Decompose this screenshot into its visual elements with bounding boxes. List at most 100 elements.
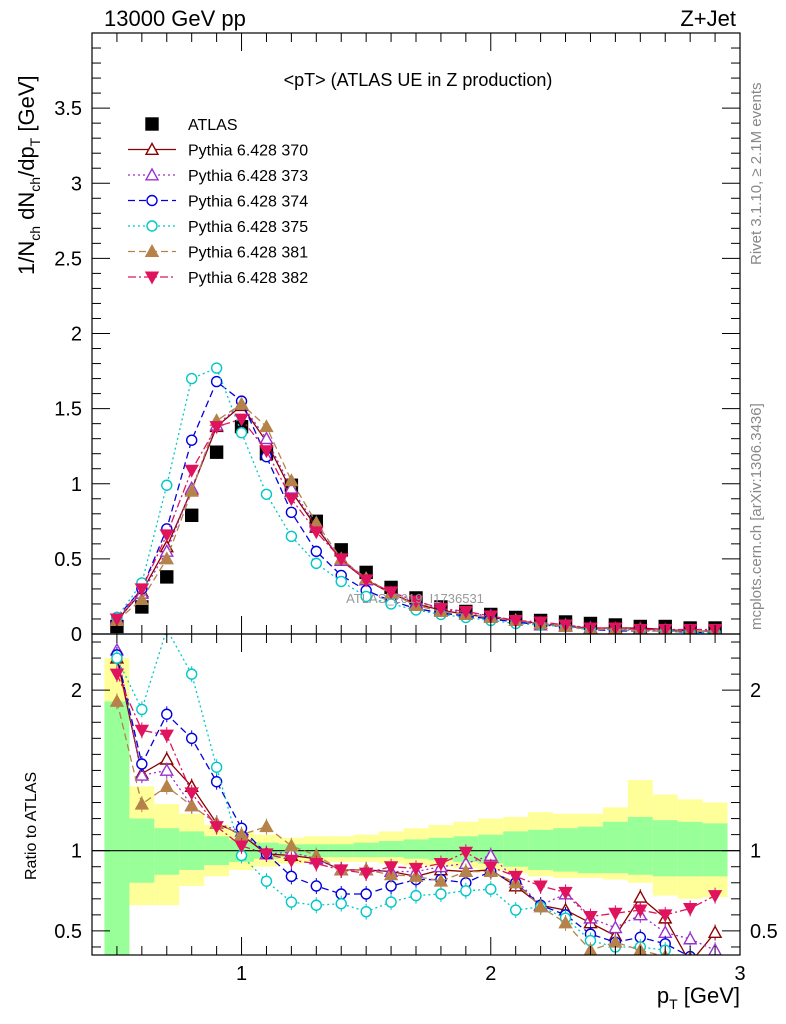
top-series-point [533, 616, 548, 630]
ratio-band-green [428, 837, 454, 861]
ratio-band-green [702, 823, 728, 877]
ratio-series-point [658, 925, 673, 939]
top-series-point [159, 551, 174, 565]
top-series-point [184, 508, 199, 523]
ratio-y-tick-label: 1 [71, 841, 82, 863]
ratio-series-point [707, 890, 723, 904]
top-series-point [260, 488, 273, 500]
ratio-series-point [109, 668, 125, 682]
svg-text:pT [GeV]: pT [GeV] [657, 983, 740, 1012]
ratio-series-point [485, 883, 497, 895]
top-series-point [334, 553, 349, 567]
ratio-band-green [378, 841, 404, 858]
ratio-series-point [234, 840, 249, 854]
legend-label: Pythia 6.428 370 [188, 143, 308, 160]
ratio-series-point [136, 758, 148, 770]
ratio-series-point [710, 958, 720, 968]
ratio-series-point [410, 889, 422, 902]
svg-text:1/Nch dNch/dpT [GeV]: 1/Nch dNch/dpT [GeV] [14, 75, 43, 275]
y-tick-label: 3.5 [54, 98, 82, 120]
ratio-series-line-1 [116, 649, 716, 951]
legend-marker [146, 220, 158, 232]
ratio-series-point [385, 896, 397, 908]
ratio-series-point [136, 703, 148, 716]
ratio-series-point [633, 889, 648, 903]
ratio-series-point [159, 779, 174, 792]
ratio-y-tick-label-right: 0.5 [750, 921, 778, 943]
ratio-series-point [161, 708, 173, 720]
x-tick-label: 2 [485, 963, 496, 985]
top-series-point [259, 431, 274, 445]
top-series-point [508, 614, 523, 628]
legend-marker [145, 117, 159, 131]
ratio-series-point [608, 907, 623, 921]
energy-label: 13000 GeV pp [104, 6, 246, 31]
process-label: Z+Jet [680, 6, 736, 31]
ratio-series-point [134, 767, 150, 781]
top-series-point [360, 590, 372, 603]
top-series-point [134, 583, 150, 597]
ratio-series-point [184, 798, 199, 812]
legend-marker [146, 194, 158, 207]
top-series-point [433, 602, 449, 616]
ratio-series-point [209, 821, 224, 835]
top-series-point [185, 372, 198, 385]
ratio-series-line-3 [116, 634, 674, 955]
top-series-point [210, 362, 223, 374]
ratio-band-green [503, 831, 529, 867]
ratio-series-point [185, 732, 198, 745]
top-series-point [109, 613, 125, 627]
ratio-ylabel: Ratio to ATLAS [23, 772, 40, 880]
ratio-series-point [285, 870, 298, 883]
top-series-point [234, 413, 249, 427]
ratio-series-point [710, 958, 720, 968]
top-series-point [210, 375, 223, 388]
top-series-point [235, 426, 248, 439]
ratio-series-point [134, 796, 150, 810]
ratio-series-point [458, 846, 474, 860]
top-series-point [285, 506, 298, 518]
ratio-series-point [433, 858, 449, 871]
top-series-point [259, 419, 274, 433]
ratio-series-point [583, 910, 598, 924]
ratio-series-point [608, 920, 623, 934]
ratio-band-green [403, 839, 429, 859]
y-tick-label: 2.5 [54, 248, 82, 270]
rivet-label: Rivet 3.1.10, ≥ 2.1M events [748, 83, 765, 266]
plot-title: <pT> (ATLAS UE in Z production) [284, 70, 553, 90]
top-series-point [185, 434, 198, 446]
ratio-series-point [558, 915, 573, 929]
ratio-series-point [309, 858, 324, 871]
ratio-series-point [633, 904, 648, 918]
ratio-band-green [578, 826, 603, 874]
y-tick-label: 2 [71, 324, 82, 346]
y-tick-label: 1 [71, 474, 82, 496]
ratio-series-point [509, 904, 522, 916]
legend-marker [144, 244, 160, 257]
top-series-point [134, 592, 150, 605]
top-series-point [259, 445, 274, 459]
ratio-series-point [383, 861, 399, 875]
top-ylabel: 1/Nch dNch/dpT [GeV] [14, 75, 43, 275]
ratio-series-point [460, 885, 472, 897]
ratio-y-tick-label: 0.5 [54, 921, 82, 943]
ratio-series-point [335, 897, 347, 910]
x-tick-label: 3 [734, 963, 745, 985]
ratio-band-green [627, 816, 653, 875]
legend-label: Pythia 6.428 381 [188, 245, 308, 262]
ratio-series-point [360, 888, 372, 900]
ratio-series-point [658, 909, 673, 923]
ratio-series-point [210, 761, 223, 773]
ratio-series-point [260, 875, 273, 887]
x-tick-label: 1 [236, 963, 247, 985]
mcplots-label: mcplots.cern.ch [arXiv:1306.3436] [748, 403, 765, 630]
ratio-series-point [682, 902, 698, 916]
top-series-point [159, 529, 174, 543]
top-series-point [310, 545, 323, 558]
top-series-point [184, 464, 199, 478]
y-tick-label: 1.5 [54, 399, 82, 421]
ratio-series-point [360, 905, 372, 918]
top-series-point [284, 480, 299, 494]
top-series-point [408, 595, 424, 609]
